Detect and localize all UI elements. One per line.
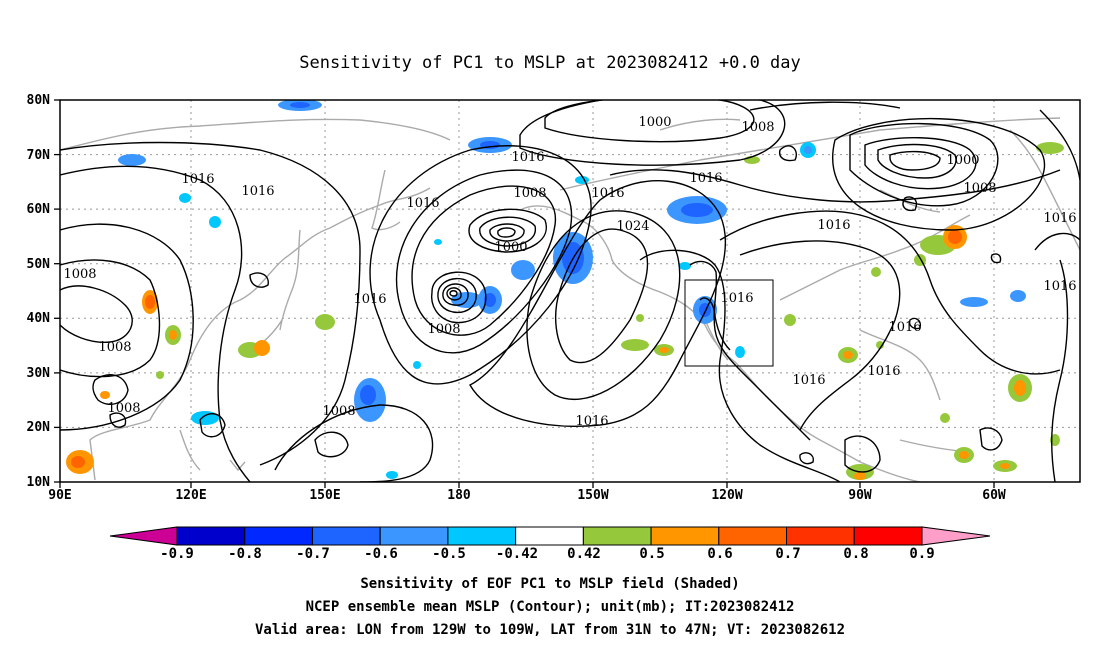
colorbar-label: -0.6 — [364, 546, 398, 562]
contour-label: 1016 — [575, 414, 608, 429]
contour-label: 1008 — [741, 120, 774, 135]
contour-label: 1016 — [867, 364, 900, 379]
valid-area-box — [684, 279, 774, 367]
colorbar-cell — [515, 526, 584, 546]
colorbar-cell — [786, 526, 855, 546]
contour-label: 1008 — [963, 181, 996, 196]
lat-label: 30N — [27, 366, 51, 381]
lat-label: 40N — [27, 311, 51, 326]
lon-label: 90E — [48, 488, 71, 503]
lat-label: 80N — [27, 93, 51, 108]
colorbar-cell — [379, 526, 449, 546]
caption-shaded: Sensitivity of EOF PC1 to MSLP field (Sh… — [360, 576, 739, 592]
contour-label: 1016 — [720, 291, 753, 306]
colorbar-cell — [311, 526, 381, 546]
contour-label: 1016 — [888, 320, 921, 335]
contour-label: 1008 — [322, 404, 355, 419]
captions: Sensitivity of EOF PC1 to MSLP field (Sh… — [255, 576, 845, 638]
contour-labels: 1000 1008 1016 1016 1000 1008 1016 1016 … — [63, 115, 1076, 429]
contour-label: 1016 — [689, 171, 722, 186]
colorbar-label: -0.42 — [496, 546, 538, 562]
colorbar-cell — [718, 526, 788, 546]
lat-label: 10N — [27, 475, 51, 490]
isobar-contours — [60, 100, 1080, 482]
lat-label: 20N — [27, 420, 51, 435]
contour-label: 1008 — [513, 186, 546, 201]
colorbar-cells — [176, 526, 923, 546]
contour-label: 1016 — [792, 373, 825, 388]
colorbar-label: -0.8 — [228, 546, 262, 562]
colorbar-cell — [582, 526, 652, 546]
contour-label: 1016 — [817, 218, 850, 233]
colorbar-label: -0.9 — [160, 546, 194, 562]
contour-label: 1016 — [1043, 279, 1076, 294]
axis-ticks — [54, 99, 995, 488]
latitude-labels: 80N 70N 60N 50N 40N 30N 20N 10N — [27, 93, 51, 490]
longitude-labels: 90E 120E 150E 180 150W 120W 90W 60W — [48, 488, 1006, 503]
colorbar-label: 0.42 — [567, 546, 601, 562]
map-frame — [60, 100, 1080, 482]
colorbar-cell — [176, 526, 246, 546]
contour-label: 1016 — [591, 186, 624, 201]
contour-label: 1016 — [511, 150, 544, 165]
colorbar-labels: -0.9 -0.8 -0.7 -0.6 -0.5 -0.42 0.42 0.5 … — [160, 546, 935, 562]
contour-label: 1016 — [406, 196, 439, 211]
contour-label: 1016 — [241, 184, 274, 199]
lat-label: 70N — [27, 148, 51, 163]
colorbar-label: 0.8 — [843, 546, 868, 562]
lon-label: 90W — [848, 488, 872, 503]
caption-valid-area: Valid area: LON from 129W to 109W, LAT f… — [255, 622, 845, 638]
lat-label: 50N — [27, 257, 51, 272]
contour-label: 1024 — [616, 219, 649, 234]
lon-label: 150E — [309, 488, 340, 503]
lon-label: 120E — [175, 488, 206, 503]
contour-label: 1000 — [494, 240, 527, 255]
colorbar-label: 0.5 — [639, 546, 664, 562]
contour-label: 1008 — [63, 267, 96, 282]
lon-label: 60W — [982, 488, 1006, 503]
colorbar-cell — [650, 526, 720, 546]
lon-label: 120W — [711, 488, 742, 503]
contour-label: 1016 — [353, 292, 386, 307]
colorbar-label: 0.7 — [775, 546, 800, 562]
map-title: Sensitivity of PC1 to MSLP at 2023082412… — [299, 53, 801, 73]
colorbar-cell — [447, 526, 517, 546]
colorbar — [109, 526, 991, 546]
contour-label: 1016 — [1043, 211, 1076, 226]
contour-label: 1000 — [638, 115, 671, 130]
caption-contour: NCEP ensemble mean MSLP (Contour); unit(… — [306, 599, 795, 615]
colorbar-high-triangle — [921, 526, 991, 546]
lon-label: 180 — [447, 488, 471, 503]
coastlines — [60, 117, 1080, 482]
colorbar-label: 0.6 — [707, 546, 732, 562]
colorbar-cell — [244, 526, 313, 546]
colorbar-label: -0.5 — [432, 546, 466, 562]
contour-label: 1016 — [181, 172, 214, 187]
lon-label: 150W — [577, 488, 608, 503]
contour-label: 1008 — [98, 340, 131, 355]
colorbar-label: -0.7 — [296, 546, 330, 562]
contour-label: 1000 — [946, 153, 979, 168]
colorbar-low-triangle — [109, 526, 178, 546]
lat-label: 60N — [27, 202, 51, 217]
contour-label: 1008 — [107, 401, 140, 416]
contour-label: 1008 — [427, 322, 460, 337]
map-border — [59, 99, 1081, 483]
colorbar-cell — [853, 526, 923, 546]
colorbar-label: 0.9 — [909, 546, 934, 562]
